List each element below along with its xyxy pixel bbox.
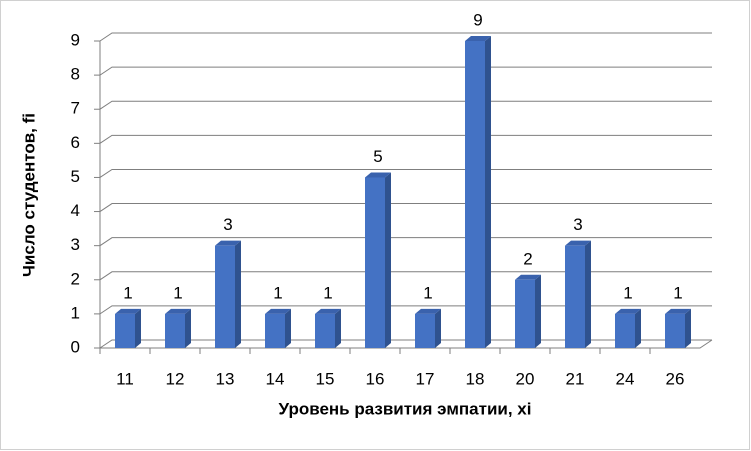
- bar-top: [415, 308, 441, 314]
- bar: [365, 177, 385, 348]
- x-tick-label: 21: [566, 369, 585, 388]
- grid-line: [99, 339, 712, 349]
- bar: [665, 313, 685, 348]
- y-tick-label: 9: [71, 30, 80, 49]
- bar-side: [185, 308, 191, 348]
- x-axis-title: Уровень развития эмпатии, xi: [279, 399, 532, 418]
- data-label: 1: [673, 283, 682, 302]
- bar-top: [365, 172, 391, 178]
- bar-top: [165, 308, 191, 314]
- data-label: 5: [373, 147, 382, 166]
- x-tick-label: 15: [316, 369, 335, 388]
- y-tick-label: 1: [71, 303, 80, 322]
- bar-side: [635, 308, 641, 348]
- bar-top: [215, 240, 241, 246]
- x-tick-label: 13: [216, 369, 235, 388]
- data-label: 1: [623, 283, 632, 302]
- bar-side: [235, 240, 241, 348]
- grid-line: [99, 305, 712, 315]
- x-tick-label: 16: [366, 369, 385, 388]
- data-label: 1: [423, 283, 432, 302]
- y-tick-label: 6: [71, 133, 80, 152]
- bar-side: [485, 36, 491, 348]
- bar-side: [335, 308, 341, 348]
- x-tick-label: 24: [616, 369, 635, 388]
- grid-line: [99, 100, 712, 110]
- bar-top: [265, 308, 291, 314]
- x-tick-label: 12: [166, 369, 185, 388]
- x-tick-label: 11: [116, 369, 134, 388]
- bar: [615, 313, 635, 348]
- y-tick-label: 0: [71, 337, 80, 356]
- x-tick-label: 20: [516, 369, 535, 388]
- bar-side: [535, 274, 541, 348]
- bar-side: [685, 308, 691, 348]
- grid-line: [99, 66, 712, 76]
- data-label: 1: [323, 283, 332, 302]
- data-label: 1: [173, 283, 182, 302]
- data-label: 1: [123, 283, 132, 302]
- data-label: 9: [473, 10, 482, 29]
- x-tick-label: 26: [666, 369, 685, 388]
- bar-side: [285, 308, 291, 348]
- bar: [115, 313, 135, 348]
- grid-line: [99, 134, 712, 144]
- grid-line: [99, 32, 712, 42]
- bar-top: [515, 274, 541, 280]
- bar: [565, 245, 585, 348]
- y-tick-label: 4: [71, 201, 80, 220]
- bar-top: [565, 240, 591, 246]
- grid-line: [99, 168, 712, 178]
- x-tick-label: 17: [416, 369, 435, 388]
- data-label: 3: [223, 215, 232, 234]
- bar-top: [465, 36, 491, 41]
- y-axis-title: Число студентов, fi: [19, 113, 38, 277]
- bar-top: [665, 308, 691, 314]
- bar-side: [435, 308, 441, 348]
- data-label: 3: [573, 215, 582, 234]
- y-tick-label: 8: [71, 65, 80, 84]
- bar-side: [135, 308, 141, 348]
- bar: [415, 313, 435, 348]
- bar-top: [315, 308, 341, 314]
- x-tick-label: 14: [266, 369, 285, 388]
- y-tick-label: 7: [71, 99, 80, 118]
- grid-line: [99, 237, 712, 247]
- bar: [465, 41, 485, 348]
- bar: [315, 313, 335, 348]
- grid-line: [99, 203, 712, 212]
- bar-side: [385, 172, 391, 348]
- bar: [215, 245, 235, 348]
- bar-top: [115, 308, 141, 314]
- y-tick-label: 5: [71, 167, 80, 186]
- bar: [165, 313, 185, 348]
- y-tick-label: 2: [71, 269, 80, 288]
- grid-line: [99, 271, 712, 281]
- x-tick-label: 18: [466, 369, 485, 388]
- bar-side: [585, 240, 591, 348]
- data-label: 2: [523, 249, 532, 268]
- data-label: 1: [273, 283, 282, 302]
- bar-top: [615, 308, 641, 314]
- bar: [515, 279, 535, 348]
- y-tick-label: 3: [71, 235, 80, 254]
- bar: [265, 313, 285, 348]
